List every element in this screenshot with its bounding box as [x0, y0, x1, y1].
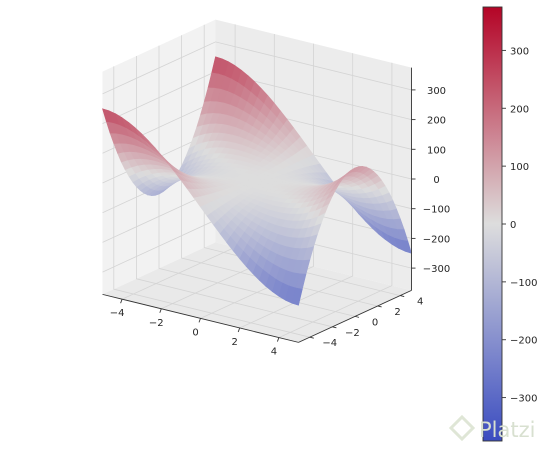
- y-tick-label: −4: [322, 338, 337, 349]
- y-tick: [309, 336, 314, 339]
- y-tick: [400, 295, 405, 298]
- platzi-logo-icon: [448, 414, 476, 442]
- y-tick: [332, 326, 337, 329]
- colorbar-tick-label: 200: [510, 104, 529, 115]
- x-tick-label: −4: [110, 308, 125, 319]
- grid-line-x: [239, 53, 354, 329]
- x-tick: [276, 337, 280, 342]
- grid-line-y: [181, 35, 378, 307]
- watermark-text: Platzi: [479, 418, 535, 442]
- x-tick: [159, 308, 162, 313]
- z-tick-label: 300: [427, 86, 446, 97]
- x-tick-label: −2: [149, 318, 164, 329]
- x-tick-label: 4: [271, 347, 277, 358]
- grid-line-x: [278, 62, 393, 338]
- x-tick-label: 0: [192, 327, 198, 338]
- z-tick-label: −200: [423, 234, 450, 245]
- z-tick-label: 0: [433, 175, 439, 186]
- x-tick: [120, 299, 123, 304]
- y-tick: [354, 315, 360, 318]
- x-tick-label: 2: [232, 337, 238, 348]
- platzi-watermark: Platzi: [448, 414, 535, 442]
- y-tick-label: −2: [345, 328, 360, 339]
- x-tick: [198, 318, 201, 323]
- colorbar-tick-label: −200: [510, 336, 537, 347]
- z-tick-label: −100: [423, 205, 450, 216]
- axis-ticks: −4 −2 0 2 4 −4 −2 0 2 4 −300 −200 −100 0 100 200 300: [110, 86, 451, 358]
- grid-line-y: [203, 24, 401, 296]
- surface-mesh: [102, 56, 412, 306]
- colorbar-tick-label: 100: [510, 162, 529, 173]
- z-tick-label: 100: [427, 145, 446, 156]
- x-tick: [237, 327, 241, 333]
- z-tick-label: 200: [427, 116, 446, 127]
- y-tick-label: 0: [372, 317, 378, 328]
- y-tick-label: 4: [417, 297, 423, 308]
- colorbar-bar: [482, 6, 503, 442]
- colorbar: −300 −200 −100 0 100 200 300: [482, 6, 537, 442]
- y-tick: [377, 305, 382, 308]
- z-tick-label: −300: [423, 264, 450, 275]
- colorbar-tick-label: −300: [510, 394, 537, 405]
- colorbar-tick-label: 0: [510, 220, 516, 231]
- colorbar-tick-label: 300: [510, 46, 529, 57]
- grid-line-x: [200, 43, 314, 319]
- colorbar-tick-label: −100: [510, 278, 537, 289]
- y-tick-label: 2: [394, 307, 400, 318]
- surface-facet: [291, 287, 303, 306]
- grid-line-z: [102, 41, 412, 95]
